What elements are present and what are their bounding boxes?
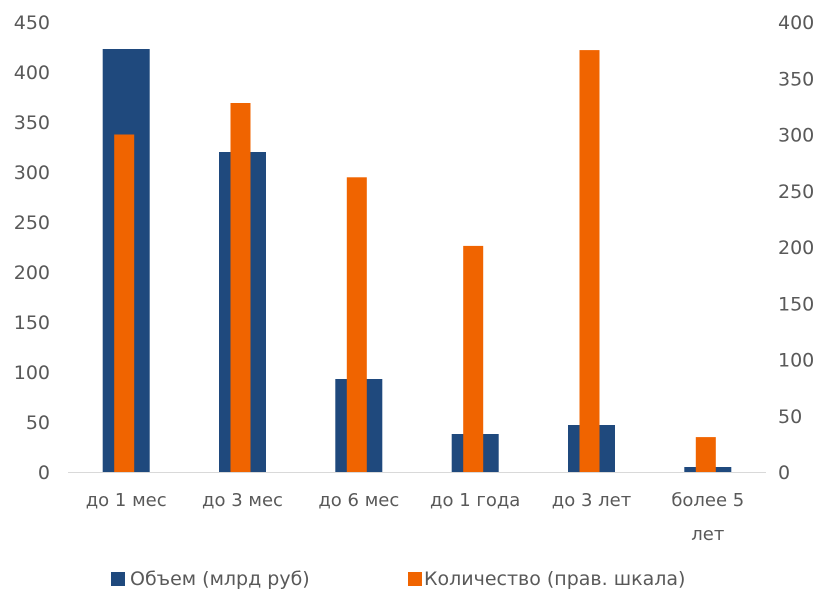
volume-series-bars	[102, 49, 732, 472]
left-y-tick-label: 250	[14, 212, 50, 234]
right-y-tick-label: 50	[778, 406, 802, 428]
count-bar-1	[114, 134, 135, 472]
count-bar-3	[346, 177, 367, 473]
count-bar-5	[579, 50, 600, 472]
left-y-tick-label: 300	[14, 162, 50, 184]
legend: Объем (млрд руб) Количество (прав. шкала)	[111, 568, 685, 590]
x-axis: до 1 мес до 3 мес до 6 мес до 1 года до 3 ле…	[86, 490, 745, 545]
count-bar-6	[695, 437, 716, 472]
x-tick-label: более 5	[671, 490, 744, 511]
x-tick-label: до 1 мес	[86, 490, 167, 511]
right-y-axis: 0 50 100 150 200 250 300 350 400	[778, 12, 814, 484]
right-y-tick-label: 350	[778, 68, 814, 90]
count-series-bars	[114, 50, 716, 473]
right-y-tick-label: 300	[778, 125, 814, 147]
x-tick-label: до 3 лет	[552, 490, 631, 511]
right-y-tick-label: 200	[778, 237, 814, 259]
left-y-tick-label: 50	[26, 412, 50, 434]
left-y-tick-label: 100	[14, 362, 50, 384]
left-y-tick-label: 200	[14, 262, 50, 284]
right-y-tick-label: 250	[778, 181, 814, 203]
count-bar-4	[463, 245, 484, 472]
left-y-tick-label: 0	[38, 462, 50, 484]
x-tick-label: до 1 года	[430, 490, 520, 511]
x-tick-label: лет	[691, 524, 724, 545]
legend-swatch-2	[408, 572, 422, 586]
right-y-tick-label: 0	[778, 462, 790, 484]
left-y-tick-label: 350	[14, 112, 50, 134]
x-tick-label: до 3 мес	[202, 490, 283, 511]
left-y-tick-label: 150	[14, 312, 50, 334]
right-y-tick-label: 150	[778, 293, 814, 315]
count-bar-2	[230, 103, 251, 472]
right-y-tick-label: 400	[778, 12, 814, 34]
left-y-axis: 0 50 100 150 200 250 300 350 400 450	[14, 12, 50, 484]
right-y-tick-label: 100	[778, 350, 814, 372]
legend-swatch-1	[111, 572, 125, 586]
left-y-tick-label: 450	[14, 12, 50, 34]
x-tick-label: до 6 мес	[318, 490, 399, 511]
left-y-tick-label: 400	[14, 62, 50, 84]
legend-label-2: Количество (прав. шкала)	[424, 568, 685, 590]
legend-label-1: Объем (млрд руб)	[130, 568, 310, 590]
